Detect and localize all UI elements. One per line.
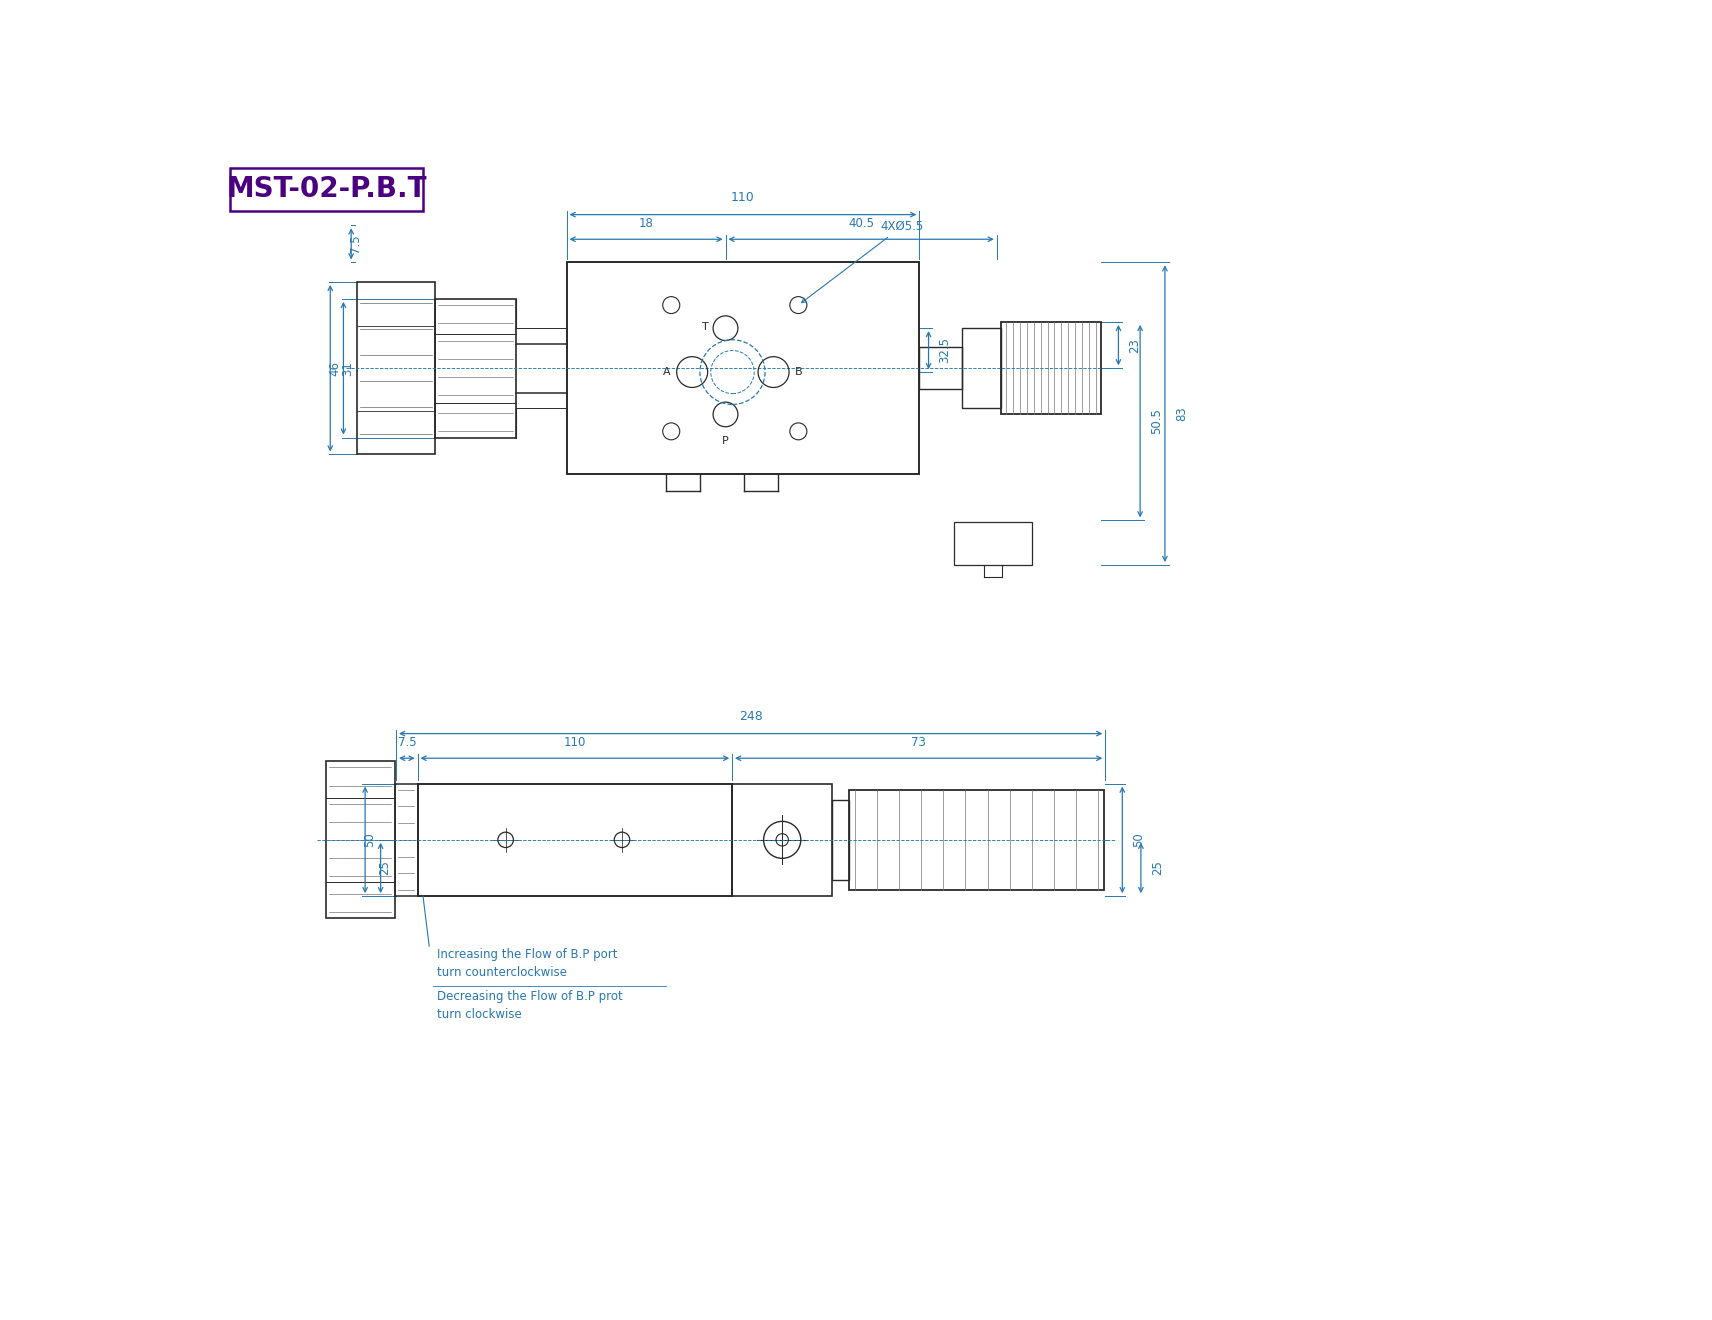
Bar xyxy=(435,298,517,437)
Text: P: P xyxy=(722,436,729,446)
Text: 31: 31 xyxy=(341,360,354,376)
Text: 50: 50 xyxy=(363,833,377,847)
Text: 83: 83 xyxy=(1174,407,1188,421)
Text: 4XØ5.5: 4XØ5.5 xyxy=(801,220,924,302)
Text: 46: 46 xyxy=(329,360,341,376)
Text: Increasing the Flow of B.P port
turn counterclockwise: Increasing the Flow of B.P port turn cou… xyxy=(437,948,618,978)
Text: 73: 73 xyxy=(911,737,926,748)
Text: 25: 25 xyxy=(378,861,392,875)
Text: 40.5: 40.5 xyxy=(847,216,875,230)
Text: 110: 110 xyxy=(563,737,586,748)
Bar xyxy=(229,168,423,211)
Bar xyxy=(919,347,962,389)
Text: 25: 25 xyxy=(1150,861,1164,875)
Text: 110: 110 xyxy=(731,191,755,203)
Text: 50.5: 50.5 xyxy=(1150,408,1162,434)
Bar xyxy=(733,784,832,896)
Text: 32.5: 32.5 xyxy=(938,337,952,363)
Text: B: B xyxy=(796,367,803,378)
Bar xyxy=(358,282,435,454)
Bar xyxy=(418,784,733,896)
Text: 50: 50 xyxy=(1132,833,1145,847)
Text: Decreasing the Flow of B.P prot
turn clockwise: Decreasing the Flow of B.P prot turn clo… xyxy=(437,990,623,1020)
Bar xyxy=(832,800,849,880)
Text: 18: 18 xyxy=(639,216,654,230)
Text: 7.5: 7.5 xyxy=(349,235,361,253)
Text: T: T xyxy=(702,322,709,331)
Bar xyxy=(954,521,1032,565)
Bar xyxy=(1000,322,1101,414)
Text: A: A xyxy=(663,367,671,378)
Bar xyxy=(962,329,1000,408)
Bar xyxy=(327,762,394,919)
Text: MST-02-P.B.T: MST-02-P.B.T xyxy=(226,176,426,203)
Text: 248: 248 xyxy=(740,710,762,723)
Bar xyxy=(567,263,919,474)
Bar xyxy=(394,784,418,896)
Text: 23: 23 xyxy=(1128,338,1142,352)
Bar xyxy=(849,789,1104,890)
Text: 7.5: 7.5 xyxy=(397,737,416,748)
